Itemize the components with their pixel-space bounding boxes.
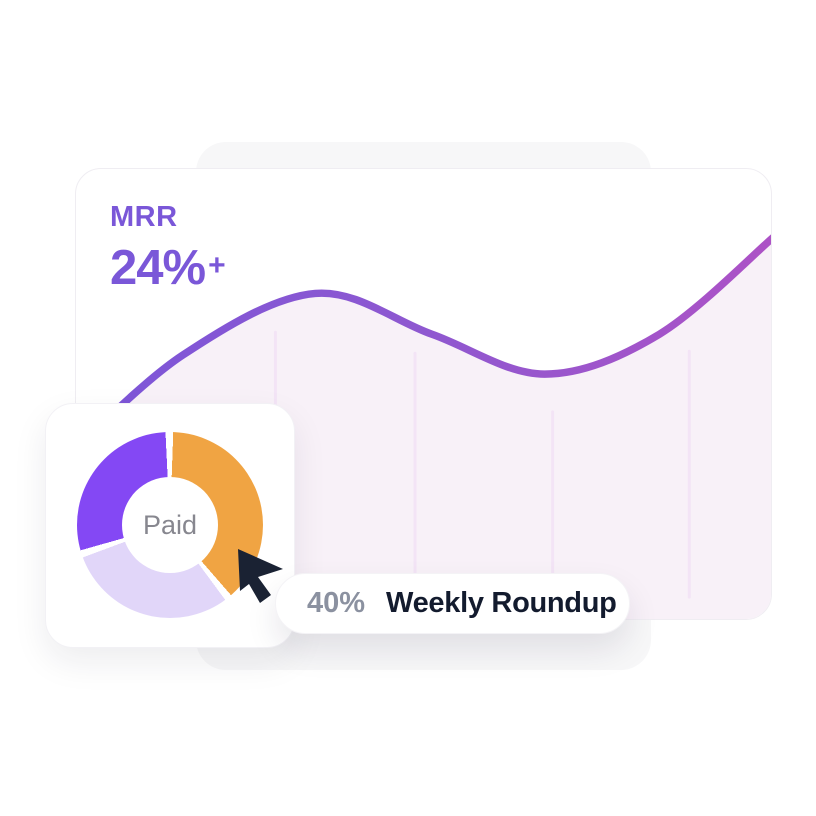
mrr-metric-plus: + — [208, 249, 226, 282]
mrr-chart-card: MRR 24% + — [75, 168, 772, 620]
weekly-roundup-badge[interactable]: 40% Weekly Roundup — [275, 573, 630, 634]
donut-center: Paid — [122, 477, 218, 573]
mrr-metric-label: MRR — [110, 201, 178, 233]
badge-label: Weekly Roundup — [386, 587, 617, 619]
chart-trend-line — [76, 234, 771, 454]
paid-donut-chart[interactable]: Paid — [77, 432, 263, 618]
mrr-metric-number: 24% — [110, 241, 206, 295]
badge-percent: 40% — [307, 587, 366, 619]
donut-center-label: Paid — [142, 509, 198, 540]
mrr-metric-value: 24% + — [110, 241, 226, 295]
mrr-metric: MRR 24% + — [110, 201, 226, 295]
cursor-icon — [238, 549, 283, 603]
paid-donut-card: Paid — [45, 403, 295, 648]
